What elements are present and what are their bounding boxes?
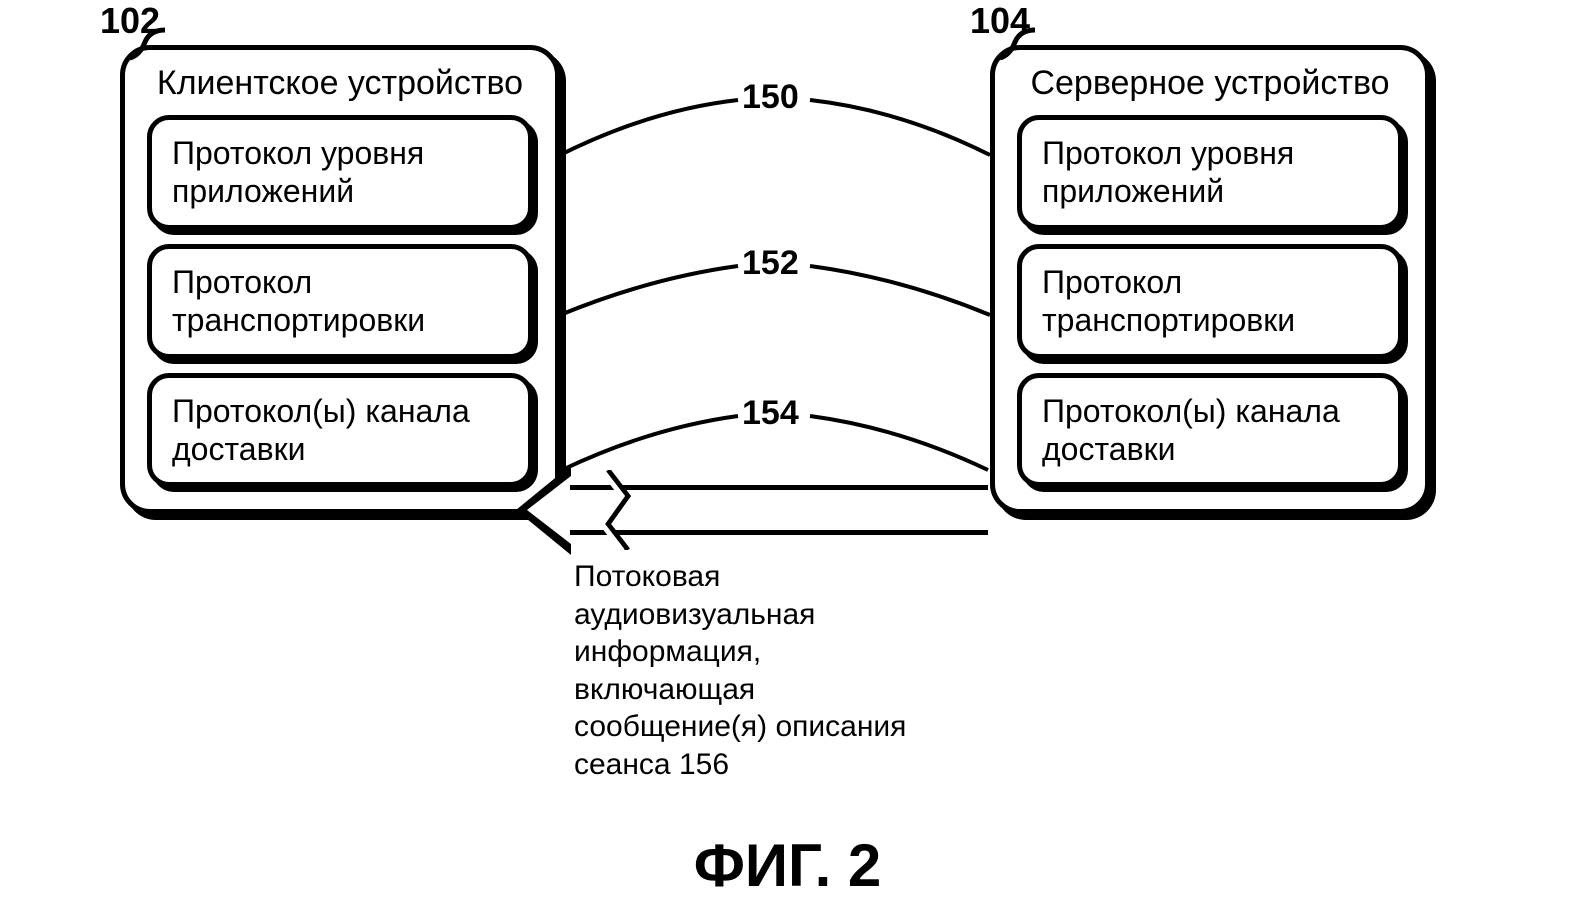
- client-transport-protocol-label: Протокол транспортировки: [172, 264, 425, 338]
- ref-102-text: 102: [100, 0, 160, 41]
- client-transport-protocol-box: Протокол транспортировки: [147, 244, 533, 359]
- stream-arrow-head: [516, 465, 571, 555]
- server-app-protocol-label: Протокол уровня приложений: [1042, 135, 1294, 209]
- client-device-title: Клиентское устройство: [147, 64, 533, 103]
- ref-104-text: 104: [970, 0, 1030, 41]
- ref-152: 152: [742, 244, 799, 283]
- figure-caption-text: ФИГ. 2: [694, 832, 882, 899]
- ref-154-text: 154: [742, 394, 799, 432]
- ref-102: 102: [100, 0, 160, 42]
- stream-caption-text: Потоковая аудиовизуальная информация, вк…: [574, 560, 906, 781]
- client-delivery-protocol-label: Протокол(ы) канала доставки: [172, 393, 470, 467]
- server-device-title: Серверное устройство: [1017, 64, 1403, 103]
- stream-caption: Потоковая аудиовизуальная информация, вк…: [574, 558, 934, 783]
- server-delivery-protocol-box: Протокол(ы) канала доставки: [1017, 373, 1403, 488]
- client-app-protocol-label: Протокол уровня приложений: [172, 135, 424, 209]
- server-device-box: Серверное устройство Протокол уровня при…: [990, 45, 1430, 514]
- stream-arrow-body: [570, 485, 988, 535]
- ref-154: 154: [742, 394, 799, 433]
- client-delivery-protocol-box: Протокол(ы) канала доставки: [147, 373, 533, 488]
- client-device-box: Клиентское устройство Протокол уровня пр…: [120, 45, 560, 514]
- server-transport-protocol-label: Протокол транспортировки: [1042, 264, 1295, 338]
- ref-150-text: 150: [742, 78, 799, 116]
- ref-150: 150: [742, 78, 799, 117]
- figure-caption: ФИГ. 2: [694, 831, 882, 900]
- client-app-protocol-box: Протокол уровня приложений: [147, 115, 533, 230]
- ref-104: 104: [970, 0, 1030, 42]
- ref-152-text: 152: [742, 244, 799, 282]
- server-transport-protocol-box: Протокол транспортировки: [1017, 244, 1403, 359]
- server-app-protocol-box: Протокол уровня приложений: [1017, 115, 1403, 230]
- server-delivery-protocol-label: Протокол(ы) канала доставки: [1042, 393, 1340, 467]
